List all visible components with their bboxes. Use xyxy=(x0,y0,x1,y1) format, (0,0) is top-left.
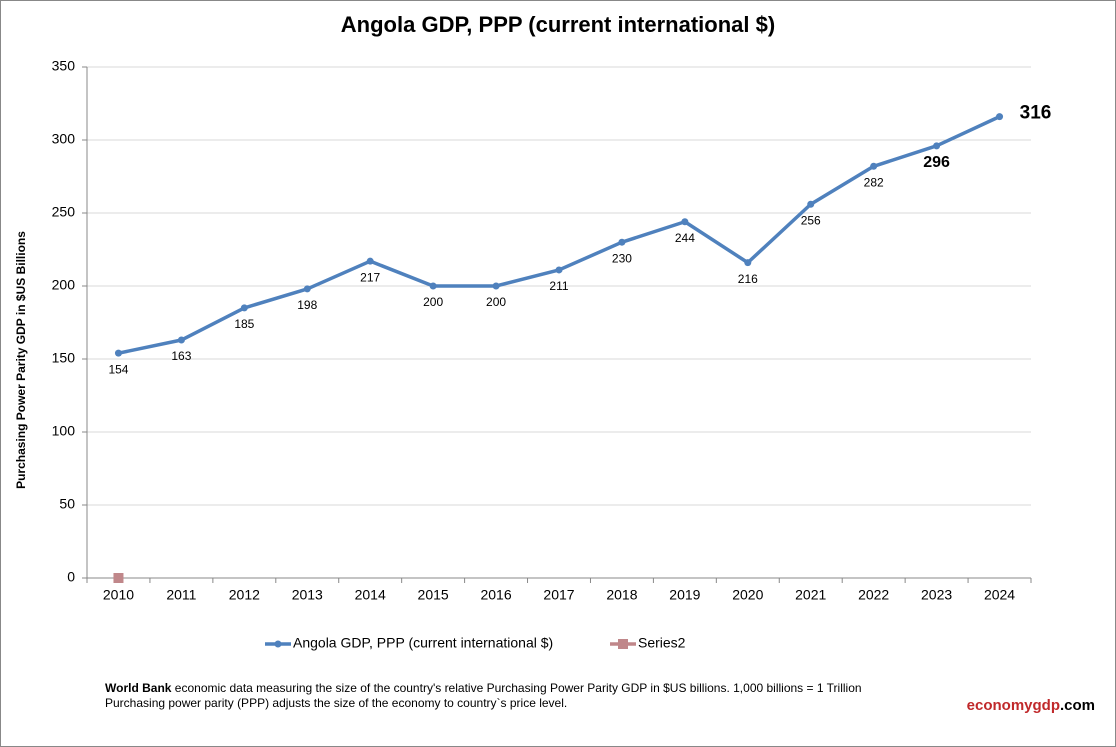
data-label: 256 xyxy=(801,213,821,227)
brand: economygdp.com xyxy=(967,697,1095,714)
y-axis-label: Purchasing Power Parity GDP in $US Billi… xyxy=(14,231,28,489)
x-tick-label: 2024 xyxy=(984,587,1015,603)
point xyxy=(744,259,752,267)
data-label: 282 xyxy=(864,175,884,189)
data-label: 154 xyxy=(108,362,128,376)
brand-name: economygdp xyxy=(967,697,1060,714)
y-tick-label: 150 xyxy=(52,350,76,366)
point xyxy=(555,266,563,274)
footer-text: economic data measuring the size of the … xyxy=(175,681,862,695)
brand-suffix: .com xyxy=(1060,697,1095,714)
point xyxy=(492,282,500,290)
x-tick-label: 2023 xyxy=(921,587,952,603)
x-tick-label: 2012 xyxy=(229,587,260,603)
legend-marker xyxy=(274,640,282,648)
x-tick-label: 2021 xyxy=(795,587,826,603)
point xyxy=(933,142,941,150)
data-label: 185 xyxy=(234,317,254,331)
legend-marker xyxy=(618,639,628,649)
point xyxy=(177,336,185,344)
data-label: 216 xyxy=(738,272,758,286)
y-tick-label: 0 xyxy=(67,569,75,585)
point xyxy=(996,113,1004,121)
data-label: 211 xyxy=(549,279,568,293)
point xyxy=(303,285,311,293)
x-tick-label: 2015 xyxy=(418,587,449,603)
x-tick-label: 2014 xyxy=(355,587,386,603)
chart-title: Angola GDP, PPP (current international $… xyxy=(341,12,775,37)
x-tick-label: 2019 xyxy=(669,587,700,603)
point xyxy=(429,282,437,290)
x-tick-label: 2017 xyxy=(543,587,574,603)
x-tick-label: 2020 xyxy=(732,587,763,603)
data-label: 198 xyxy=(297,298,317,312)
footer-source: World Bank xyxy=(105,681,172,695)
x-tick-label: 2022 xyxy=(858,587,889,603)
x-tick-label: 2010 xyxy=(103,587,134,603)
y-tick-label: 100 xyxy=(52,423,76,439)
data-label: 296 xyxy=(923,154,950,171)
y-tick-label: 250 xyxy=(52,204,76,220)
data-label: 200 xyxy=(423,295,443,309)
point xyxy=(807,200,815,208)
data-label: 316 xyxy=(1020,103,1052,124)
x-tick-label: 2013 xyxy=(292,587,323,603)
x-tick-label: 2018 xyxy=(606,587,637,603)
data-label: 217 xyxy=(360,270,380,284)
y-tick-label: 350 xyxy=(52,58,76,74)
legend-label: Angola GDP, PPP (current international $… xyxy=(293,635,553,651)
data-label: 244 xyxy=(675,231,695,245)
y-tick-label: 200 xyxy=(52,277,76,293)
data-label: 230 xyxy=(612,251,632,265)
point xyxy=(113,573,124,583)
data-label: 163 xyxy=(171,349,191,363)
data-label: 200 xyxy=(486,295,506,309)
footer-line: Purchasing power parity (PPP) adjusts th… xyxy=(105,696,567,710)
y-tick-label: 50 xyxy=(59,496,75,512)
legend-label: Series2 xyxy=(638,635,686,651)
point xyxy=(681,218,689,226)
point xyxy=(240,304,248,312)
footer-line: World Bank economic data measuring the s… xyxy=(105,681,862,695)
point xyxy=(114,349,122,357)
x-tick-label: 2016 xyxy=(480,587,511,603)
point xyxy=(618,238,626,246)
x-tick-label: 2011 xyxy=(166,587,196,603)
y-tick-label: 300 xyxy=(52,131,76,147)
point xyxy=(366,257,374,265)
point xyxy=(870,162,878,170)
